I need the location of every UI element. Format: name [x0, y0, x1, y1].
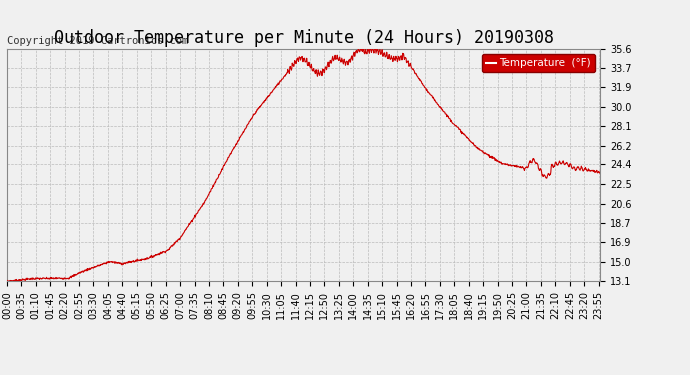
- Legend: Temperature  (°F): Temperature (°F): [482, 54, 595, 72]
- Title: Outdoor Temperature per Minute (24 Hours) 20190308: Outdoor Temperature per Minute (24 Hours…: [54, 29, 553, 47]
- Text: Copyright 2019 Cartronics.com: Copyright 2019 Cartronics.com: [7, 36, 188, 46]
